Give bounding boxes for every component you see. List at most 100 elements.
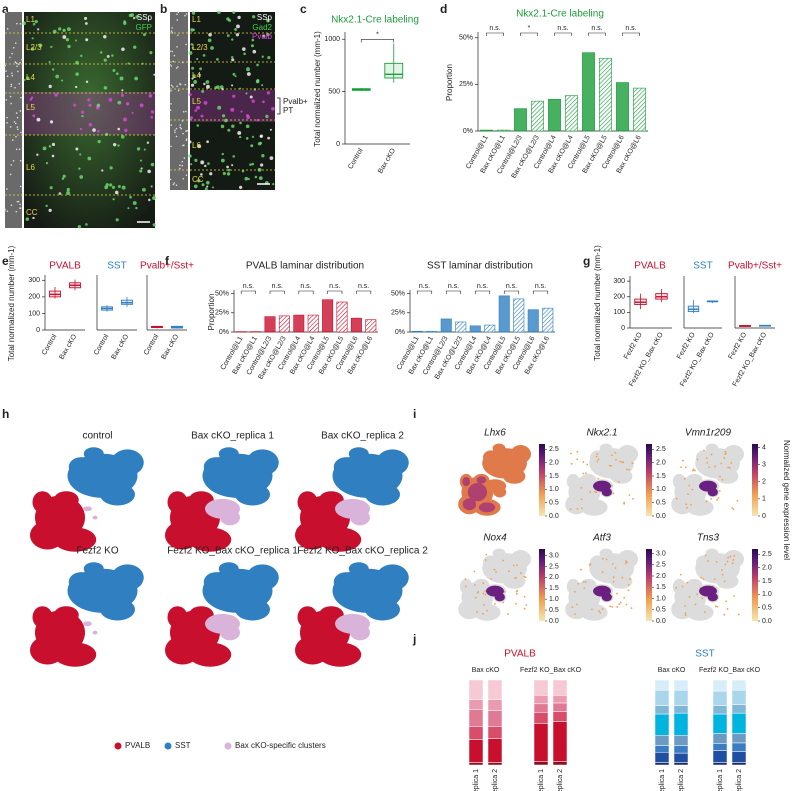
bar: [264, 316, 276, 333]
cell-dot: [9, 126, 12, 128]
cell-dot: [220, 124, 225, 129]
significance-label: n.s.: [591, 25, 602, 32]
cell-dot: [87, 156, 92, 161]
x-tick-label: replica 1: [473, 769, 480, 791]
cell-dot: [179, 83, 182, 86]
expression-dot: [632, 497, 634, 500]
cell-dot: [17, 128, 19, 131]
panel-label: h: [2, 407, 9, 421]
chart-title: SST: [693, 261, 712, 272]
expression-dot: [523, 575, 526, 578]
expression-dot: [612, 492, 615, 495]
umap-cluster: [686, 604, 714, 621]
cell-dot: [220, 158, 225, 163]
cell-dot: [11, 74, 14, 77]
cell-dot: [230, 107, 235, 112]
expression-dot: [626, 561, 629, 564]
cell-dot: [246, 67, 250, 72]
cell-dot: [175, 135, 178, 138]
expression-dot: [688, 596, 691, 598]
cell-dot: [106, 54, 110, 58]
cell-dot: [182, 110, 185, 113]
cell-dot: [177, 34, 179, 36]
expression-dot: [464, 585, 467, 588]
colorbar-tick-label: 1.0: [762, 591, 772, 598]
colorbar-tick-label: 0.5: [762, 605, 772, 612]
bar-segment: [533, 712, 549, 724]
expression-dot: [687, 493, 689, 496]
colorbar-tick-label: 0.0: [549, 513, 559, 520]
cell-dot: [125, 102, 130, 106]
cell-dot: [226, 165, 229, 169]
y-tick-label: 100: [613, 309, 625, 316]
cell-dot: [58, 192, 62, 195]
expression-dot: [623, 596, 626, 599]
expression-dot: [570, 462, 573, 465]
significance-label: n.s.: [329, 283, 340, 290]
y-tick-label: 500: [328, 88, 340, 95]
umap-cluster: [696, 450, 712, 465]
colorbar-tick-label: 0.0: [762, 618, 772, 625]
cell-dot: [210, 46, 214, 50]
y-tick-label: 0: [336, 141, 340, 148]
cell-dot: [152, 223, 156, 227]
cell-dot: [201, 90, 205, 93]
cell-dot: [169, 109, 172, 111]
cell-dot: [48, 208, 52, 213]
umap-cluster: [111, 449, 144, 476]
cell-dot: [252, 49, 257, 54]
colorbar-tick-label: 2.0: [656, 460, 666, 467]
cell-dot: [65, 37, 70, 42]
significance-label: n.s.: [506, 283, 517, 290]
cell-dot: [146, 141, 150, 144]
bar: [365, 319, 377, 333]
cell-dot: [232, 10, 236, 14]
y-axis-label: Total normalized number (mm-1): [593, 245, 602, 361]
gene-title: Atf3: [592, 533, 611, 544]
umap-cluster: [100, 598, 135, 621]
cell-dot: [234, 75, 237, 78]
umap-title: Fezf2 KO_Bax cKO_replica 1: [167, 546, 298, 557]
cell-dot: [180, 127, 183, 130]
cell-dot: [121, 89, 124, 92]
cell-dot: [115, 218, 119, 222]
cell-dot: [67, 44, 71, 49]
cell-dot: [256, 63, 259, 67]
umap-cluster: [610, 573, 633, 589]
expression-dot: [586, 463, 589, 466]
cell-dot: [174, 131, 176, 134]
cell-dot: [25, 217, 30, 221]
colorbar-tick-label: 1.0: [656, 486, 666, 493]
cell-dot: [191, 66, 195, 70]
expression-dot: [705, 500, 708, 503]
umap-cluster: [53, 491, 79, 509]
cell-dot: [204, 164, 207, 168]
cell-dot: [17, 70, 19, 73]
cell-dot: [127, 207, 130, 210]
expression-dot: [612, 580, 615, 583]
cell-dot: [18, 82, 21, 85]
cell-dot: [9, 95, 12, 98]
expression-dot: [493, 568, 496, 571]
cell-dot: [172, 86, 174, 88]
significance-label: *: [376, 31, 379, 38]
expression-dot: [679, 573, 682, 576]
expression-dot: [608, 464, 611, 467]
cell-dot: [9, 173, 12, 176]
significance-bracket: [327, 290, 343, 294]
cell-dot: [267, 56, 271, 60]
bar-segment: [673, 712, 689, 736]
cell-dot: [193, 184, 198, 189]
colorbar-tick-label: 3: [762, 461, 766, 468]
channel-label: Pvalb: [252, 32, 273, 41]
umap-cluster: [705, 548, 719, 558]
umap-cluster: [610, 468, 633, 484]
cell-dot: [183, 144, 185, 146]
significance-label: *: [528, 25, 531, 32]
umap-cluster: [111, 564, 144, 591]
cell-dot: [12, 160, 15, 162]
cell-dot: [251, 38, 255, 42]
box: [384, 62, 404, 79]
cell-dot: [37, 28, 40, 31]
bar-segment: [712, 750, 728, 763]
